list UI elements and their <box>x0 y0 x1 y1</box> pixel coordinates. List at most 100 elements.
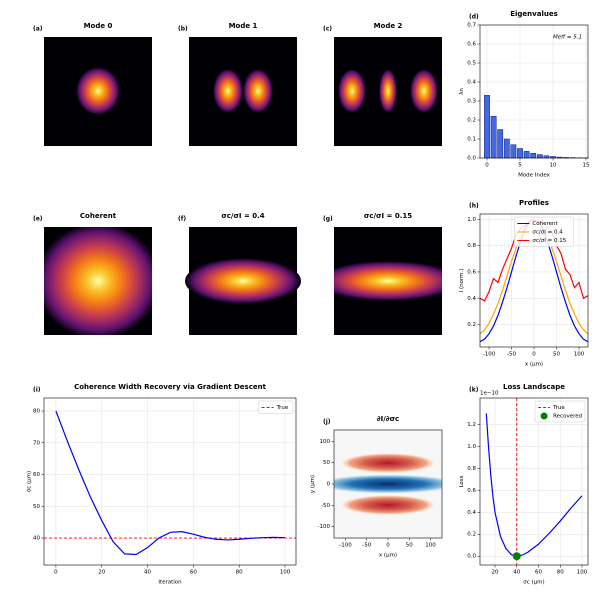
panel-title: ∂I/∂σc <box>377 415 399 423</box>
x-tick-label: 50 <box>406 543 413 549</box>
y-tick-label: 70 <box>33 440 40 446</box>
annotation: Meff = 5.1 <box>553 35 582 41</box>
axis-offset-label: 1e−10 <box>480 391 499 397</box>
plot-area <box>480 398 588 565</box>
x-tick-label: 60 <box>190 570 197 576</box>
x-tick-label: 5 <box>518 163 522 169</box>
y-axis-label: Loss <box>459 475 465 487</box>
x-tick-label: 0 <box>386 543 390 549</box>
x-tick-label: 80 <box>557 570 564 576</box>
y-axis-label: λn <box>459 88 465 95</box>
x-tick-label: -50 <box>362 543 371 549</box>
legend-label: σc/σI = 0.4 <box>532 230 563 236</box>
image-coherent <box>44 227 152 335</box>
bar <box>503 138 510 159</box>
x-tick-label: 20 <box>98 570 105 576</box>
y-tick-label: 80 <box>33 409 40 415</box>
image-mode-2 <box>334 37 442 146</box>
panel-label: (e) <box>33 216 43 223</box>
legend-box <box>534 400 586 423</box>
x-axis-label: σc (μm) <box>523 580 544 586</box>
legend-box <box>514 216 574 247</box>
y-tick-label: 50 <box>323 460 330 466</box>
y-tick-label: 0.0 <box>467 156 476 162</box>
y-tick-label: 0.4 <box>467 296 476 302</box>
panel-title: Profiles <box>519 199 549 207</box>
panel-label: (c) <box>323 26 332 33</box>
panel-title: Mode 0 <box>84 22 113 30</box>
x-tick-label: -50 <box>507 352 516 358</box>
y-axis-label: σc (μm) <box>26 471 32 492</box>
x-tick-label: 15 <box>583 163 590 169</box>
y-tick-label: 0.2 <box>467 322 476 328</box>
x-tick-label: 100 <box>280 570 291 576</box>
y-tick-label: 0.8 <box>467 243 476 249</box>
x-tick-label: 20 <box>492 570 499 576</box>
image-partial-015 <box>334 227 442 335</box>
y-tick-label: 0.6 <box>467 42 476 48</box>
panel-title: σc/σI = 0.15 <box>364 212 412 220</box>
x-tick-label: 50 <box>553 352 560 358</box>
panel-label: (k) <box>469 387 479 394</box>
axes-frame <box>479 213 589 348</box>
legend-label: True <box>552 405 565 411</box>
x-tick-label: 100 <box>577 570 588 576</box>
y-axis-label: y (μm) <box>310 475 316 493</box>
panel-label: (i) <box>33 387 41 394</box>
y-tick-label: 1.0 <box>467 444 476 450</box>
bar <box>510 144 517 159</box>
y-tick-label: 50 <box>33 504 40 510</box>
legend-box <box>258 400 294 414</box>
panel-title: Loss Landscape <box>503 383 565 391</box>
panel-title: σc/σI = 0.4 <box>221 212 264 220</box>
y-tick-label: 0.1 <box>467 137 476 143</box>
x-tick-label: 10 <box>550 163 557 169</box>
x-tick-label: 40 <box>513 570 520 576</box>
y-tick-label: 1.2 <box>467 422 476 428</box>
panel-title: Coherent <box>80 212 117 220</box>
x-tick-label: 100 <box>425 543 436 549</box>
bar <box>497 129 504 159</box>
y-tick-label: -100 <box>318 524 331 530</box>
x-tick-label: 60 <box>535 570 542 576</box>
panel-label: (g) <box>323 216 333 223</box>
axes-frame <box>333 429 443 539</box>
legend: True <box>258 400 294 414</box>
legend-label: Coherent <box>532 221 558 227</box>
bar <box>536 154 543 159</box>
image-mode-1 <box>189 37 297 146</box>
x-tick-label: -100 <box>339 543 352 549</box>
legend-marker <box>540 412 548 420</box>
y-tick-label: 0.5 <box>467 61 476 67</box>
image-gradient <box>334 430 442 538</box>
bar <box>543 155 550 159</box>
bar <box>490 115 497 159</box>
bar <box>484 95 490 159</box>
plot-area <box>44 398 296 565</box>
panel-title: Mode 1 <box>229 22 258 30</box>
axes-frame <box>479 397 589 566</box>
y-tick-label: 1.0 <box>467 217 476 223</box>
line-series <box>55 410 286 556</box>
panel-label: (b) <box>178 26 188 33</box>
y-tick-label: 0.4 <box>467 510 476 516</box>
y-tick-label: 0.6 <box>467 269 476 275</box>
panel-label: (j) <box>323 419 331 426</box>
y-tick-label: 0.2 <box>467 118 476 124</box>
panel-title: Coherence Width Recovery via Gradient De… <box>74 383 267 391</box>
x-tick-label: -100 <box>483 352 496 358</box>
panel-label: (a) <box>33 26 43 33</box>
axes-frame <box>43 397 297 566</box>
y-tick-label: 0.4 <box>467 80 476 86</box>
panel-label: (f) <box>178 216 186 223</box>
x-axis-label: Mode Index <box>518 173 551 179</box>
legend-label: Recovered <box>553 414 582 420</box>
x-tick-label: 0 <box>485 163 489 169</box>
x-axis-label: x (μm) <box>525 362 543 368</box>
y-tick-label: 40 <box>33 536 40 542</box>
y-tick-label: 0 <box>327 482 331 488</box>
image-mode-0 <box>44 37 152 146</box>
panel-title: Mode 2 <box>374 22 403 30</box>
bar <box>530 153 537 159</box>
